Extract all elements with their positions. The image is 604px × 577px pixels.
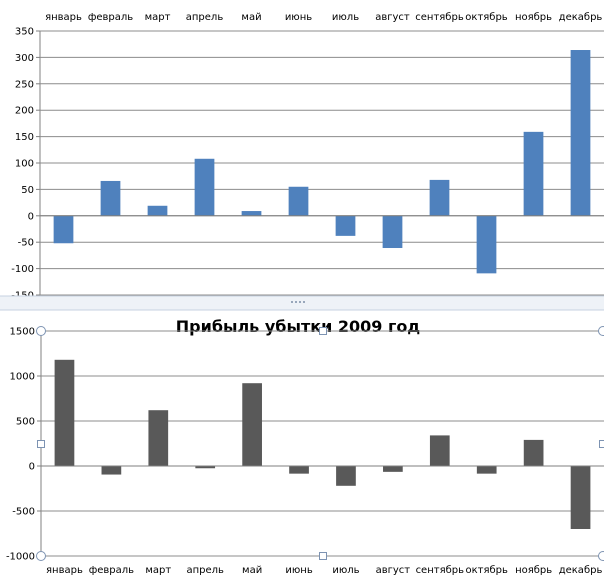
x-tick-label: декабрь (559, 12, 603, 23)
y-tick-label: -1000 (6, 552, 35, 563)
x-tick-label: октябрь (465, 565, 508, 576)
y-tick-label: -50 (18, 238, 34, 249)
bar-январь[interactable] (54, 359, 75, 466)
x-tick-label: август (376, 565, 411, 576)
x-tick-label: январь (45, 12, 82, 23)
resize-handle-icon[interactable] (36, 551, 46, 561)
bar-сентябрь[interactable] (429, 179, 450, 216)
bar-июль[interactable] (335, 215, 356, 236)
y-tick-label: 250 (15, 79, 34, 90)
top-gridlines (36, 30, 604, 296)
y-tick-label: 0 (28, 211, 34, 222)
bottom-y-axis-ticks: -1000 -500 0 500 1000 1500 (6, 327, 35, 563)
bar-октябрь[interactable] (476, 466, 497, 474)
y-tick-label: 200 (15, 106, 34, 117)
bottom-bars (41, 359, 604, 529)
y-tick-label: 1500 (10, 327, 35, 338)
top-bars (40, 50, 604, 274)
x-tick-label: апрель (186, 12, 224, 23)
resize-handle-icon[interactable] (599, 440, 604, 448)
resize-handle-icon[interactable] (319, 327, 327, 335)
y-tick-label: 0 (29, 462, 35, 473)
x-tick-label: май (242, 565, 262, 576)
bar-сентябрь[interactable] (429, 435, 450, 466)
bar-март[interactable] (148, 410, 169, 466)
x-tick-label: февраль (89, 565, 134, 576)
bar-октябрь[interactable] (476, 215, 497, 274)
bar-декабрь[interactable] (570, 466, 591, 529)
y-tick-label: 100 (15, 159, 34, 170)
x-tick-label: март (145, 12, 171, 23)
x-tick-label: июнь (285, 565, 312, 576)
bar-февраль[interactable] (100, 180, 121, 216)
x-tick-label: декабрь (559, 565, 603, 576)
bar-май[interactable] (242, 383, 262, 466)
bar-май[interactable] (241, 211, 262, 216)
x-tick-label: февраль (88, 12, 133, 23)
y-tick-label: 350 (15, 27, 34, 38)
x-tick-label: октябрь (465, 12, 508, 23)
bar-апрель[interactable] (195, 466, 216, 469)
y-tick-label: -100 (11, 264, 34, 275)
chart-title: Прибыль убытки 2009 год (176, 317, 421, 336)
x-tick-label: июль (332, 12, 359, 23)
x-tick-label: сентябрь (416, 565, 465, 576)
bar-август[interactable] (383, 466, 403, 472)
x-tick-label: январь (46, 565, 83, 576)
x-tick-label: июль (332, 565, 359, 576)
y-tick-label: 50 (21, 185, 34, 196)
bar-ноябрь[interactable] (523, 439, 544, 466)
splitter-handle-icon[interactable] (291, 301, 305, 303)
chart-divider[interactable] (0, 295, 604, 311)
x-tick-label: март (145, 565, 171, 576)
bar-декабрь[interactable] (570, 50, 591, 216)
x-tick-label: сентябрь (415, 12, 464, 23)
bar-март[interactable] (147, 205, 168, 216)
bottom-x-axis-ticks: январь февраль март апрель май июнь июль август… (46, 565, 602, 576)
x-tick-label: июнь (285, 12, 312, 23)
resize-handle-icon[interactable] (36, 326, 46, 336)
bar-апрель[interactable] (194, 158, 215, 216)
y-tick-label: 300 (15, 53, 34, 64)
x-tick-label: ноябрь (515, 565, 552, 576)
resize-handle-icon[interactable] (319, 552, 327, 560)
top-x-axis-ticks: январь февраль март апрель май июнь июль август… (45, 12, 602, 23)
bar-февраль[interactable] (101, 466, 122, 475)
y-tick-label: 150 (15, 132, 34, 143)
bar-ноябрь[interactable] (523, 131, 544, 216)
bar-июнь[interactable] (289, 466, 309, 474)
resize-handle-icon[interactable] (598, 551, 604, 561)
x-tick-label: май (241, 12, 261, 23)
y-tick-label: 500 (16, 417, 35, 428)
resize-handle-icon[interactable] (37, 440, 45, 448)
bar-июль[interactable] (336, 466, 356, 486)
x-tick-label: апрель (186, 565, 224, 576)
bottom-gridlines (37, 330, 604, 557)
y-tick-label: -500 (12, 507, 35, 518)
bar-январь[interactable] (53, 215, 74, 244)
chart-selection-handles[interactable] (36, 326, 604, 561)
profit-loss-bar-chart-bottom[interactable]: Прибыль убытки 2009 год -1000 -500 0 500 100… (6, 317, 604, 576)
x-tick-label: август (375, 12, 410, 23)
resize-handle-icon[interactable] (598, 326, 604, 336)
bar-июнь[interactable] (288, 186, 309, 216)
y-tick-label: 1000 (10, 372, 35, 383)
x-tick-label: ноябрь (515, 12, 552, 23)
bar-август[interactable] (382, 215, 403, 249)
